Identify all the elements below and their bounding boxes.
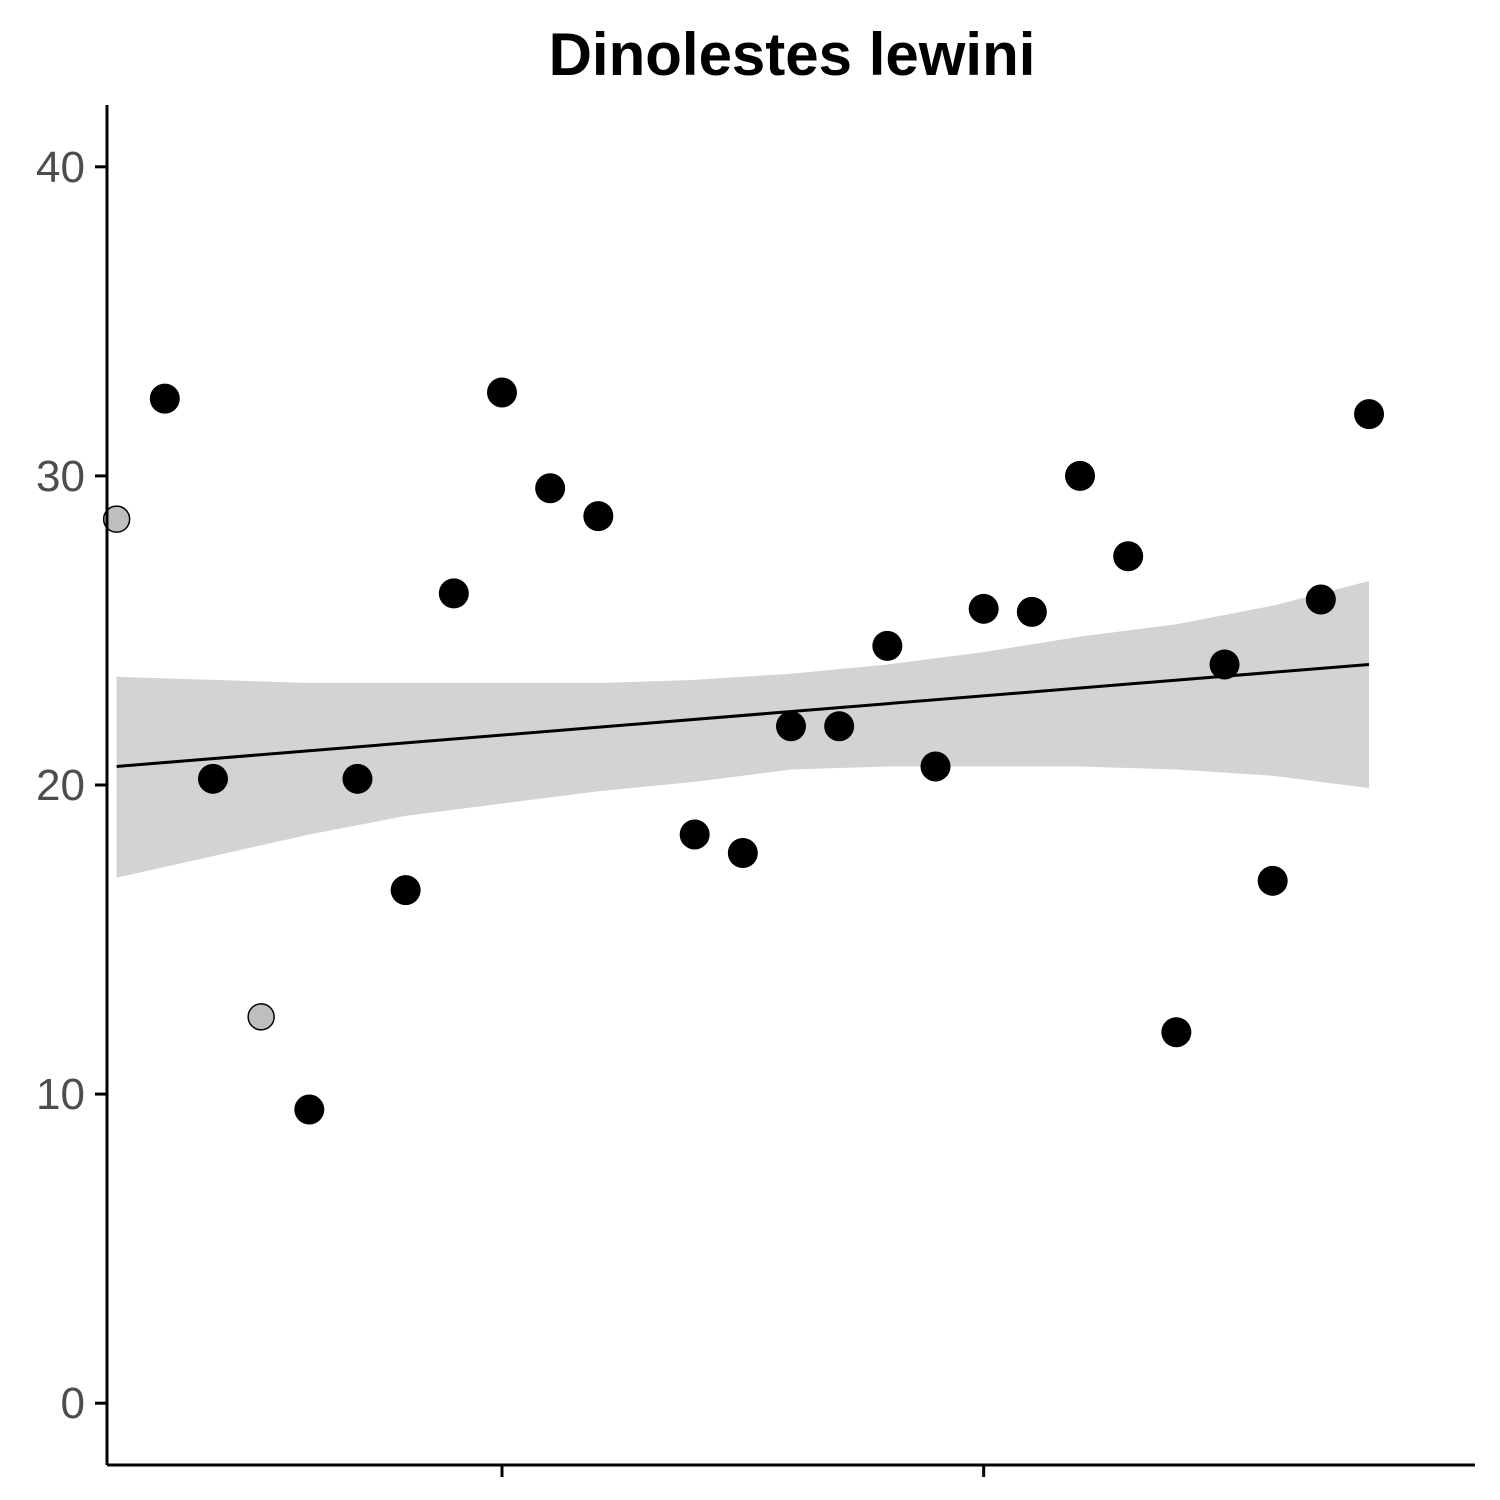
- data-point: [438, 578, 469, 609]
- data-point-grey: [102, 505, 131, 533]
- data-point: [824, 711, 855, 742]
- confidence-band-layer: [116, 581, 1370, 878]
- data-point: [1161, 1017, 1192, 1048]
- data-point: [1113, 541, 1144, 572]
- data-point: [197, 763, 228, 794]
- data-point: [486, 377, 517, 408]
- data-point-grey: [247, 1003, 275, 1031]
- data-point: [920, 751, 951, 782]
- data-point: [968, 593, 999, 624]
- data-point: [294, 1094, 325, 1125]
- data-point: [1354, 399, 1385, 430]
- data-point: [1065, 460, 1096, 491]
- trend-line: [116, 662, 1370, 768]
- data-point: [583, 501, 614, 532]
- y-tick-label: 10: [36, 1070, 85, 1119]
- points-layer: [102, 377, 1385, 1125]
- data-point: [149, 383, 180, 414]
- y-tick-label: 40: [36, 143, 85, 192]
- axes-layer: 0 10 20 30 40: [36, 105, 1475, 1477]
- data-point: [390, 875, 421, 906]
- data-point: [1305, 584, 1336, 615]
- data-point: [727, 838, 758, 868]
- data-point: [872, 630, 903, 661]
- y-tick-label: 0: [61, 1379, 85, 1428]
- data-point: [776, 711, 806, 742]
- data-point: [1016, 596, 1047, 627]
- data-point: [679, 819, 710, 850]
- y-tick-label: 20: [36, 761, 85, 810]
- data-point: [535, 473, 566, 504]
- chart-title: Dinolestes lewini: [549, 21, 1036, 88]
- confidence-band: [116, 581, 1370, 878]
- data-point: [1257, 865, 1288, 896]
- data-point: [1209, 649, 1240, 680]
- y-tick-label: 30: [36, 452, 85, 501]
- data-point: [342, 763, 373, 794]
- trend-line-layer: [116, 662, 1370, 768]
